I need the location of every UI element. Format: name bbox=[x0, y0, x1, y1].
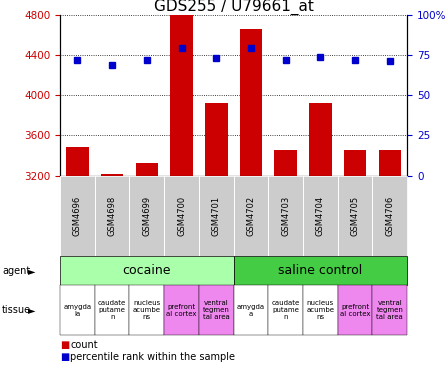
Text: tissue: tissue bbox=[2, 305, 31, 315]
Bar bbox=[303, 176, 338, 256]
Bar bbox=[199, 176, 234, 256]
Text: GSM4705: GSM4705 bbox=[351, 196, 360, 236]
Text: ►: ► bbox=[28, 266, 36, 276]
Bar bbox=[170, 15, 193, 176]
Text: prefront
al cortex: prefront al cortex bbox=[166, 304, 197, 317]
Bar bbox=[60, 285, 95, 335]
Bar bbox=[338, 176, 372, 256]
Text: caudate
putame
n: caudate putame n bbox=[98, 300, 126, 320]
Text: ventral
tegmen
tal area: ventral tegmen tal area bbox=[203, 300, 230, 320]
Bar bbox=[379, 149, 401, 176]
Bar bbox=[234, 256, 407, 285]
Bar bbox=[95, 285, 129, 335]
Text: cocaine: cocaine bbox=[123, 264, 171, 277]
Bar bbox=[60, 256, 234, 285]
Text: nucleus
acumbe
ns: nucleus acumbe ns bbox=[133, 300, 161, 320]
Bar bbox=[101, 174, 123, 176]
Text: GSM4701: GSM4701 bbox=[212, 196, 221, 236]
Text: GSM4700: GSM4700 bbox=[177, 196, 186, 236]
Bar bbox=[60, 176, 95, 256]
Text: saline control: saline control bbox=[278, 264, 363, 277]
Bar bbox=[234, 285, 268, 335]
Text: nucleus
acumbe
ns: nucleus acumbe ns bbox=[307, 300, 334, 320]
Bar bbox=[129, 285, 164, 335]
Bar bbox=[164, 285, 199, 335]
Bar bbox=[372, 176, 407, 256]
Text: GSM4706: GSM4706 bbox=[385, 196, 394, 236]
Bar bbox=[164, 176, 199, 256]
Text: amygda
la: amygda la bbox=[63, 304, 92, 317]
Text: GSM4696: GSM4696 bbox=[73, 196, 82, 236]
Bar bbox=[268, 176, 303, 256]
Text: ►: ► bbox=[28, 305, 36, 315]
Bar bbox=[205, 103, 227, 176]
Text: GSM4704: GSM4704 bbox=[316, 196, 325, 236]
Text: caudate
putame
n: caudate putame n bbox=[271, 300, 300, 320]
Bar bbox=[240, 29, 262, 176]
Text: ■: ■ bbox=[60, 340, 69, 350]
Bar bbox=[309, 103, 332, 176]
Text: GSM4703: GSM4703 bbox=[281, 196, 290, 236]
Bar bbox=[129, 176, 164, 256]
Text: ■: ■ bbox=[60, 352, 69, 362]
Text: amygda
a: amygda a bbox=[237, 304, 265, 317]
Text: GSM4702: GSM4702 bbox=[247, 196, 255, 236]
Text: prefront
al cortex: prefront al cortex bbox=[340, 304, 370, 317]
Bar bbox=[268, 285, 303, 335]
Bar bbox=[344, 149, 366, 176]
Bar bbox=[234, 176, 268, 256]
Bar bbox=[66, 147, 89, 176]
Bar bbox=[275, 149, 297, 176]
Text: percentile rank within the sample: percentile rank within the sample bbox=[70, 352, 235, 362]
Bar bbox=[136, 163, 158, 176]
Bar bbox=[199, 285, 234, 335]
Bar bbox=[95, 176, 129, 256]
Text: ventral
tegmen
tal area: ventral tegmen tal area bbox=[376, 300, 403, 320]
Bar bbox=[303, 285, 338, 335]
Bar bbox=[338, 285, 372, 335]
Text: count: count bbox=[70, 340, 98, 350]
Bar bbox=[372, 285, 407, 335]
Text: GSM4698: GSM4698 bbox=[108, 196, 117, 236]
Text: GSM4699: GSM4699 bbox=[142, 196, 151, 236]
Title: GDS255 / U79661_at: GDS255 / U79661_at bbox=[154, 0, 314, 15]
Text: agent: agent bbox=[2, 266, 30, 276]
